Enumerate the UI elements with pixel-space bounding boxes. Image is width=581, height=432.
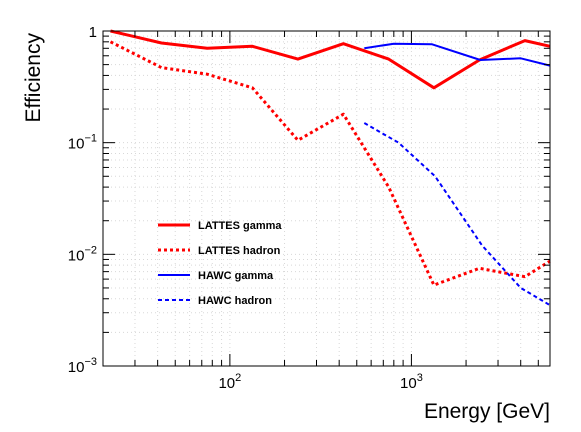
legend-label: HAWC gamma xyxy=(198,270,274,282)
legend-label: HAWC hadron xyxy=(198,295,272,307)
plot-frame xyxy=(102,30,551,367)
series-layer xyxy=(109,29,551,307)
y-tick-label: 1 xyxy=(89,24,97,41)
tick-labels: 102 103 1 10−1 10−2 10−3 xyxy=(68,24,423,392)
x-tick-label: 102 xyxy=(218,372,241,392)
y-tick-label: 10−2 xyxy=(68,244,97,264)
x-axis-label: Energy [GeV] xyxy=(424,400,550,423)
series-line-3 xyxy=(364,42,551,67)
series-line-1 xyxy=(110,29,551,90)
series-line-2 xyxy=(109,40,551,287)
legend: LATTES gamma LATTES hadron HAWC gamma HAWC … xyxy=(158,220,282,307)
axis-ticks xyxy=(102,30,550,367)
x-tick-label: 103 xyxy=(400,372,423,392)
y-axis-label: Efficiency xyxy=(22,33,45,123)
y-tick-label: 10−1 xyxy=(68,133,97,153)
y-tick-label: 10−3 xyxy=(68,356,97,376)
legend-label: LATTES hadron xyxy=(198,245,281,257)
legend-label: LATTES gamma xyxy=(198,220,282,232)
grid xyxy=(102,30,550,367)
series-line-4 xyxy=(363,122,551,307)
